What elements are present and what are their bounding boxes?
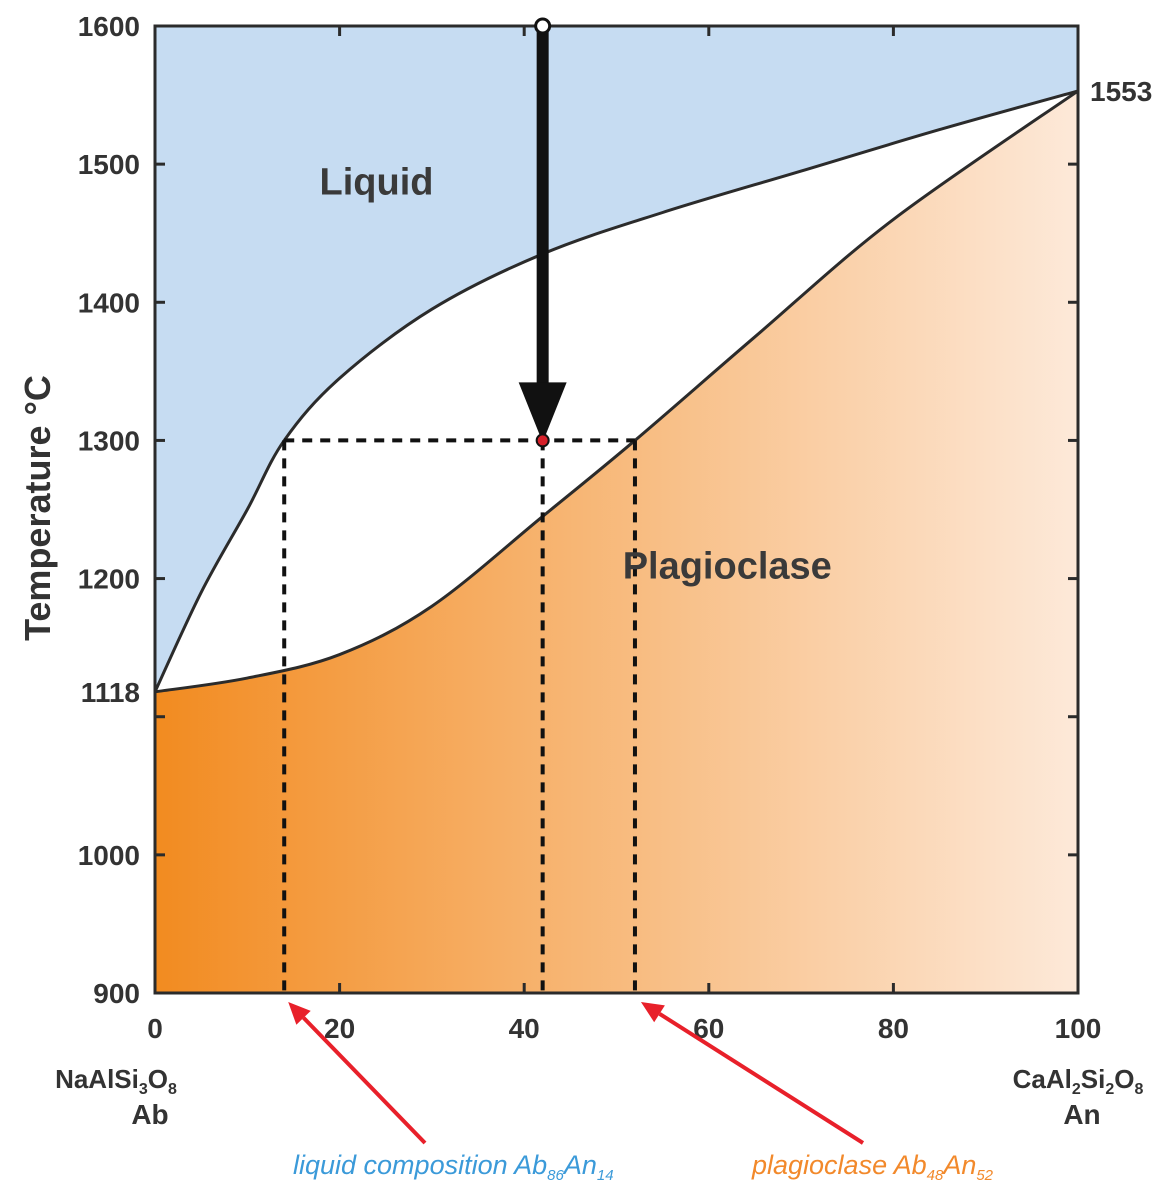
- y-tick-label: 1400: [78, 287, 140, 318]
- x-tick-label: 20: [324, 1013, 355, 1044]
- phase-regions: [155, 26, 1078, 993]
- axis-tick-marks: [153, 24, 1080, 995]
- start-point-marker: [534, 17, 552, 35]
- liquid-field: [155, 26, 1078, 692]
- right-end-member-formula: CaAl2Si2O8: [1013, 1064, 1144, 1098]
- plagioclase-composition-arrow: [640, 1002, 865, 1145]
- an-melting-point-label: 1553: [1090, 76, 1152, 107]
- y-tick-label: 1200: [78, 564, 140, 595]
- y-tick-label: 1000: [78, 840, 140, 871]
- x-tick-label: 80: [878, 1013, 909, 1044]
- tie-lines: [282, 438, 637, 993]
- liquid-composition-note: liquid composition Ab86An14: [293, 1150, 614, 1184]
- plagioclase-field: [155, 90, 1078, 993]
- cooling-point-marker: [535, 433, 550, 448]
- y-tick-label: 1500: [78, 149, 140, 180]
- y-tick-label: 1600: [78, 11, 140, 42]
- x-tick-label: 100: [1055, 1013, 1102, 1044]
- plagioclase-composition-note: plagioclase Ab48An52: [751, 1150, 994, 1184]
- x-tick-labels: 0 20 40 60 80 100: [147, 1013, 1101, 1044]
- y-axis-title: Temperature °C: [17, 375, 58, 641]
- liquidus-curve: [155, 89, 1078, 693]
- left-end-member-formula: NaAlSi3O8: [55, 1064, 177, 1098]
- y-tick-label: 900: [93, 978, 140, 1009]
- cooling-path: [518, 17, 567, 448]
- y-tick-labels: 900 1000 1200 1300 1400 1500 1600 1118: [78, 11, 140, 1009]
- x-tick-label: 0: [147, 1013, 163, 1044]
- plot-frame: [153, 24, 1080, 995]
- liquid-composition-arrow: [288, 1002, 427, 1145]
- x-tick-label: 40: [509, 1013, 540, 1044]
- region-label-plagioclase: Plagioclase: [623, 546, 832, 588]
- ab-melting-point-label: 1118: [81, 677, 140, 708]
- cooling-arrow-head: [518, 382, 567, 443]
- left-end-member-abbrev: Ab: [131, 1099, 168, 1130]
- right-end-member-abbrev: An: [1063, 1099, 1100, 1130]
- solidus-curve: [155, 89, 1078, 694]
- annotation-arrows: [288, 1002, 865, 1145]
- region-label-liquid: Liquid: [320, 162, 434, 204]
- y-tick-label: 1300: [78, 425, 140, 456]
